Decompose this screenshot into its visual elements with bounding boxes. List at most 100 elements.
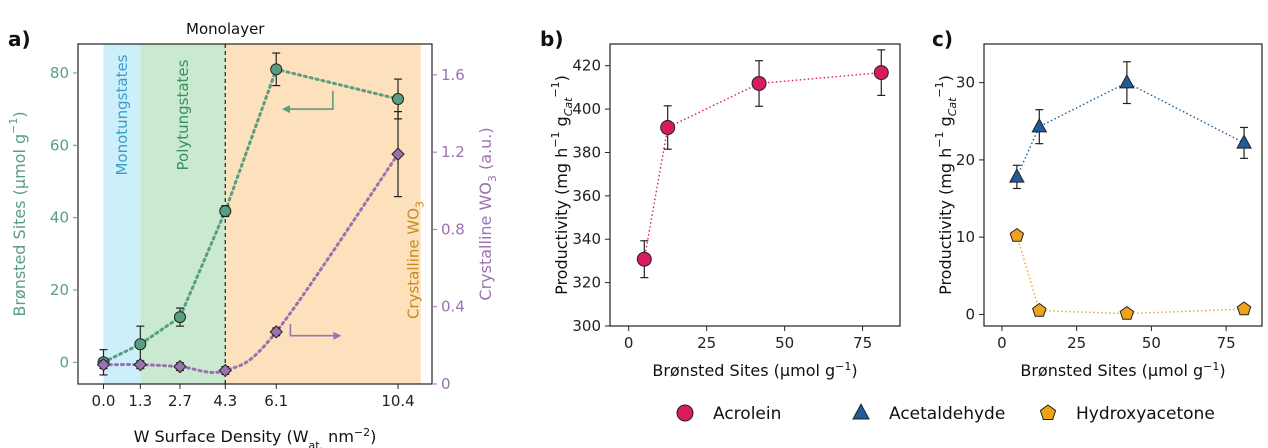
panel-c-x-tick-label: 75 <box>1217 334 1236 352</box>
panel-c-data-point-0-3 <box>1236 134 1252 149</box>
legend: Acrolein Acetaldehyde Hydroxyacetone <box>676 403 1215 424</box>
arrow-right-axis <box>289 324 339 337</box>
panel-label-c: c) <box>932 27 953 51</box>
label-part: ) <box>851 361 857 380</box>
label-part: Crystalline WO <box>476 182 495 300</box>
panel-c-data-point-1-0 <box>1009 227 1025 242</box>
panel-label-b: b) <box>540 27 563 51</box>
label-part: −1 <box>549 81 562 97</box>
label-part: ) <box>10 111 29 117</box>
region-label-0: Monotungstates <box>112 54 130 175</box>
monolayer-label: Monolayer <box>186 20 265 38</box>
label-part: (a.u.) <box>476 127 495 175</box>
panel-c-data-point-1-3 <box>1236 301 1252 316</box>
data-point-1-5 <box>391 147 405 161</box>
panel-c-data-point-0-0 <box>1009 168 1025 183</box>
panel-b-y-tick-label: 320 <box>572 274 601 292</box>
y-right-tick-label: 0.8 <box>441 220 465 238</box>
y-right-tick-label: 0 <box>441 375 451 393</box>
panel-c-data-point-1-2 <box>1119 305 1135 320</box>
label-part: ) <box>1219 361 1225 380</box>
plot-frame <box>77 43 433 385</box>
y-right-tick-label: 0.4 <box>441 298 465 316</box>
x-tick-label: 10.4 <box>381 392 414 410</box>
x-axis-label: W Surface Density (Wat. nm−2) <box>134 426 377 448</box>
panel-b-plot-frame <box>609 43 901 327</box>
data-point-0-4 <box>270 63 283 76</box>
panel-b-y-tick-label: 420 <box>572 57 601 75</box>
label-part: Brønsted Sites (μmol g <box>652 361 835 380</box>
data-point-1-2 <box>173 359 187 374</box>
label-part: W Surface Density (W <box>134 427 309 446</box>
panel-b-x-tick-label: 25 <box>697 334 716 352</box>
panel-c-data-point-0-2 <box>1119 73 1135 89</box>
label-part: −2 <box>354 426 370 439</box>
region-label-2: Crystalline WO3 <box>404 201 426 319</box>
panel-b-x-axis-label: Brønsted Sites (μmol g−1) <box>652 360 857 381</box>
label-part: −1 <box>933 81 946 97</box>
panel-c-x-axis-label: Brønsted Sites (μmol g−1) <box>1020 360 1225 381</box>
arrow-left-axis-head <box>281 105 290 114</box>
panel-c-x-tick-label: 0 <box>997 334 1007 352</box>
label-part: −1 <box>933 132 946 148</box>
label-part: ) <box>370 427 376 446</box>
x-tick-label: 2.7 <box>168 392 192 410</box>
y-left-axis-label: Brønsted Sites (μmol g−1) <box>7 111 29 316</box>
label-part: Productivity (mg h <box>936 148 955 295</box>
panel-c-x-tick-label: 50 <box>1142 334 1161 352</box>
label-part: g <box>936 116 955 131</box>
panel-b-x-tick-label: 0 <box>624 334 634 352</box>
label-part: ) <box>936 75 955 81</box>
region-label-sub: 3 <box>413 201 426 208</box>
panel-c-plot-frame <box>983 43 1263 327</box>
region-0 <box>103 44 141 384</box>
panel-c-y-tick-label: 10 <box>956 228 975 246</box>
legend-label-0: Acrolein <box>713 404 781 424</box>
legend-marker-2 <box>1039 404 1057 420</box>
data-point-1-3 <box>218 363 232 378</box>
y-right-axis-label: Crystalline WO3 (a.u.) <box>476 127 499 300</box>
panel-b-chart: 0 25 50 75 300 320 340 360 380 400 420 Brønsted Sit… <box>549 43 901 381</box>
label-part: at. <box>309 439 324 448</box>
region-label-text: Crystalline WO <box>404 208 422 319</box>
y-left-tick-label: 40 <box>50 209 69 227</box>
legend-marker-0 <box>676 404 694 422</box>
data-point-0-3 <box>219 205 232 218</box>
y-right-tick-label: 1.6 <box>441 66 465 84</box>
arrow-left-axis <box>284 91 334 110</box>
y-left-tick-label: 0 <box>59 353 69 371</box>
panel-c-data-point-0-1 <box>1031 117 1048 133</box>
data-point-0-5 <box>392 92 405 105</box>
region-label-text: Polytungstates <box>173 59 191 170</box>
panel-c-y-tick-label: 30 <box>956 74 975 92</box>
panel-a-chart: Monotungstates Polytungstates Crystalline … <box>7 20 499 448</box>
label-part: nm <box>323 427 354 446</box>
x-tick-label: 0.0 <box>92 392 116 410</box>
panel-label-a: a) <box>8 27 31 51</box>
label-part: Cat <box>946 97 959 116</box>
panel-c-y-tick-label: 20 <box>956 151 975 169</box>
series-line-0 <box>101 67 400 364</box>
x-tick-label: 4.3 <box>213 392 237 410</box>
region-label-1: Polytungstates <box>173 59 191 170</box>
region-1 <box>140 44 226 384</box>
label-part: ) <box>552 75 571 81</box>
panel-c-x-tick-label: 25 <box>1067 334 1086 352</box>
region-label-text: Monotungstates <box>112 54 130 175</box>
panel-b-x-tick-label: 75 <box>853 334 872 352</box>
y-right-tick-label: 1.2 <box>441 143 465 161</box>
panel-c-y-axis-label: Productivity (mg h−1 gCat−1) <box>933 75 959 295</box>
label-part: −1 <box>835 360 851 373</box>
panel-b-data-point-0-2 <box>751 75 767 91</box>
panel-c-data-point-1-1 <box>1032 302 1047 317</box>
panel-b-data-point-0-3 <box>873 65 889 81</box>
label-part: Brønsted Sites (μmol g <box>1020 361 1203 380</box>
label-part: −1 <box>1203 360 1219 373</box>
panel-c-series-line-0 <box>1016 81 1245 178</box>
data-point-1-1 <box>133 357 148 372</box>
label-part: −1 <box>549 132 562 148</box>
label-part: Brønsted Sites (μmol g <box>10 134 29 317</box>
panel-b-y-tick-label: 400 <box>572 100 601 118</box>
